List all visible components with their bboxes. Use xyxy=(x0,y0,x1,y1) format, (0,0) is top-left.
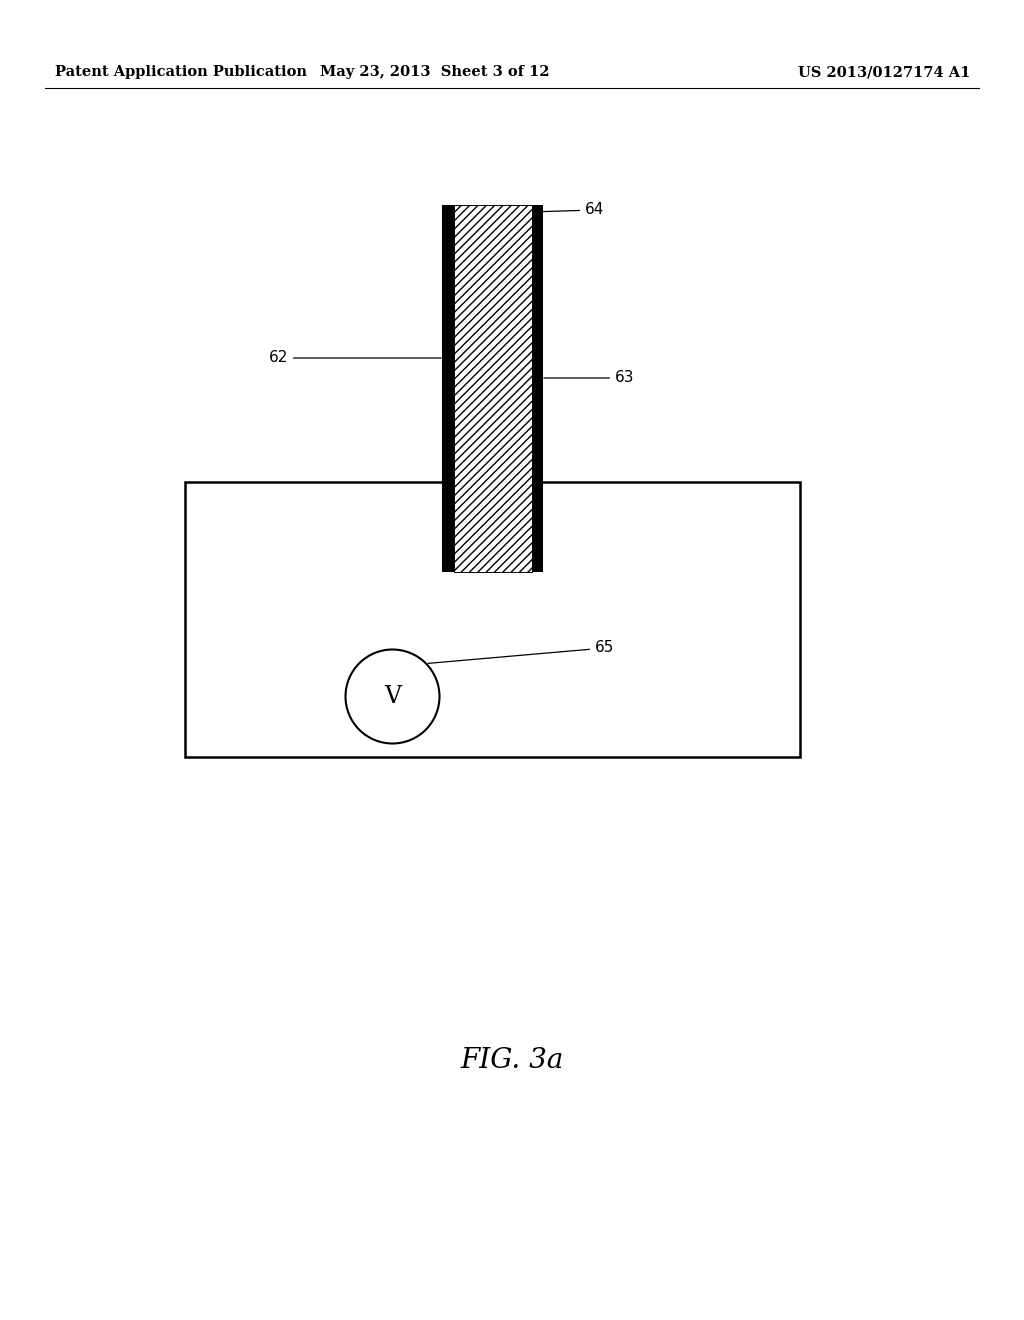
Bar xyxy=(185,482,800,756)
Circle shape xyxy=(345,649,439,743)
Bar xyxy=(442,205,454,572)
Text: 62: 62 xyxy=(268,351,441,366)
Text: 63: 63 xyxy=(544,371,635,385)
Bar xyxy=(531,205,543,572)
Text: May 23, 2013  Sheet 3 of 12: May 23, 2013 Sheet 3 of 12 xyxy=(321,65,550,79)
Text: 65: 65 xyxy=(428,640,614,664)
Text: US 2013/0127174 A1: US 2013/0127174 A1 xyxy=(798,65,970,79)
Text: Patent Application Publication: Patent Application Publication xyxy=(55,65,307,79)
Text: V: V xyxy=(384,685,401,708)
Text: FIG. 3a: FIG. 3a xyxy=(461,1047,563,1073)
Bar xyxy=(454,205,531,572)
Text: 64: 64 xyxy=(501,202,604,218)
